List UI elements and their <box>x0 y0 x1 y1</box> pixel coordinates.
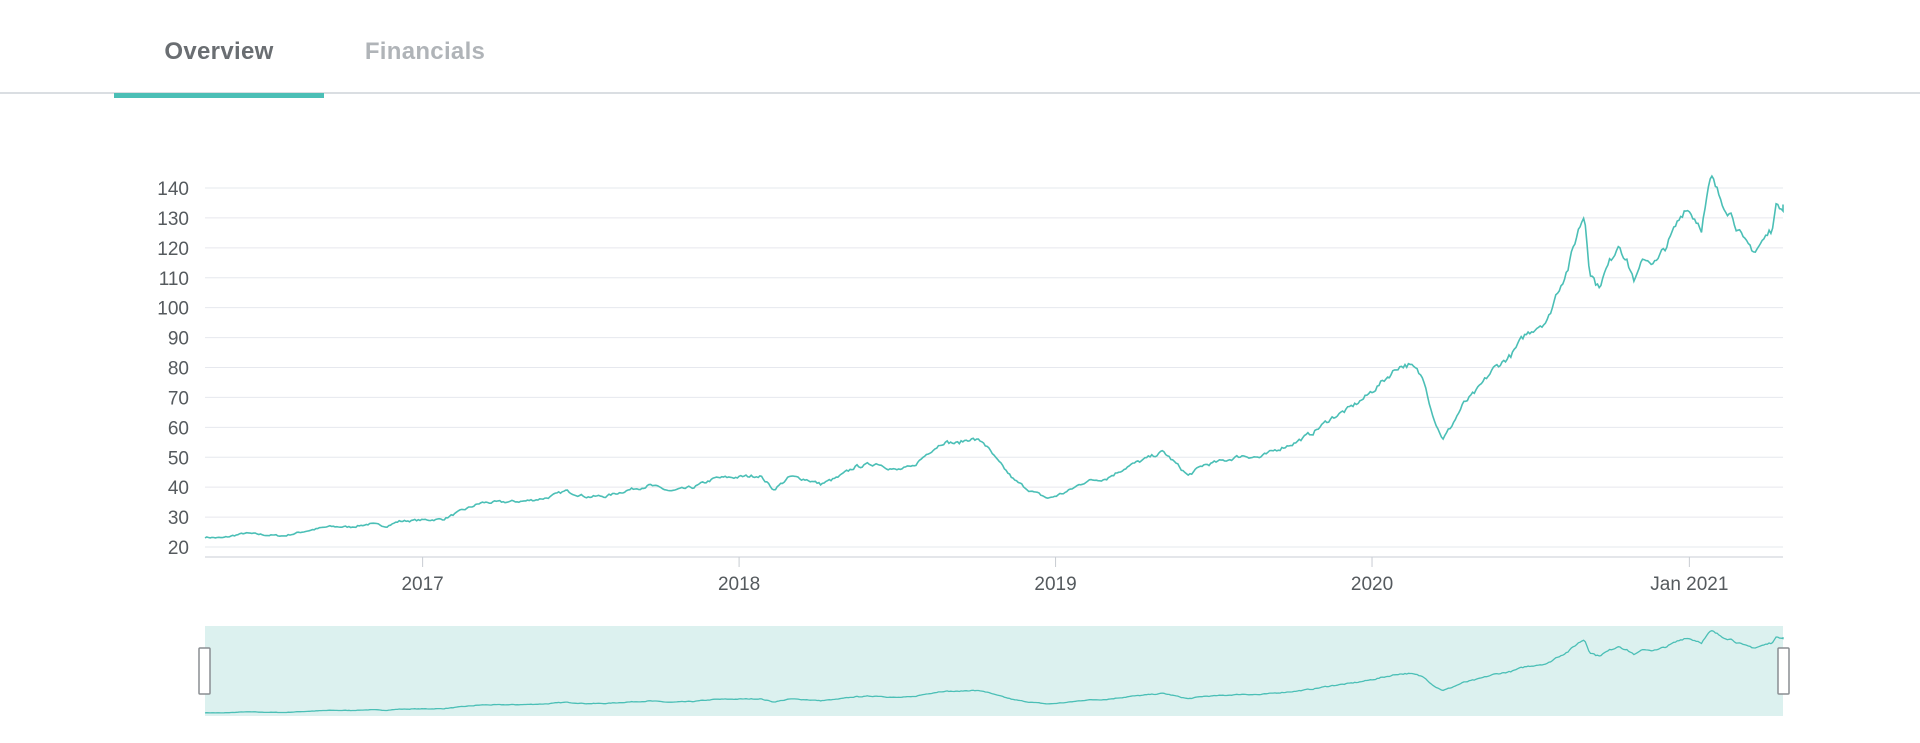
navigator-left-handle[interactable] <box>198 647 211 695</box>
y-tick-label: 130 <box>157 209 189 230</box>
chart-grid <box>205 187 1783 558</box>
y-tick-label: 120 <box>157 239 189 260</box>
tab-financials-label: Financials <box>364 38 486 65</box>
y-tick-label: 20 <box>168 538 189 559</box>
y-tick-label: 140 <box>157 179 189 200</box>
y-tick-label: 90 <box>168 329 189 350</box>
tab-overview-label: Overview <box>164 38 274 65</box>
y-tick-label: 60 <box>168 418 189 439</box>
tabs-bar: Overview Financials <box>0 0 1920 98</box>
tab-financials[interactable]: Financials <box>340 0 510 98</box>
tab-overview[interactable]: Overview <box>114 0 324 98</box>
x-tick-label: 2017 <box>401 574 443 595</box>
y-tick-label: 70 <box>168 388 189 409</box>
y-tick-label: 80 <box>168 359 189 380</box>
y-tick-label: 50 <box>168 448 189 469</box>
navigator-selection[interactable] <box>205 626 1783 716</box>
y-tick-label: 40 <box>168 478 189 499</box>
x-tick-label: 2019 <box>1034 574 1076 595</box>
x-axis: 2017 2018 2019 2020 Jan 2021 <box>401 557 1728 595</box>
y-tick-label: 110 <box>159 269 189 290</box>
price-series-line <box>204 174 1784 539</box>
y-tick-label: 100 <box>157 299 189 320</box>
navigator-series-line <box>204 630 1784 714</box>
x-tick-label: Jan 2021 <box>1650 574 1728 595</box>
y-tick-label: 30 <box>168 508 189 529</box>
navigator-right-handle[interactable] <box>1777 647 1790 695</box>
y-axis: 20 30 40 50 60 70 80 90 100 110 120 130 140 <box>157 179 189 559</box>
x-tick-label: 2020 <box>1351 574 1393 595</box>
x-tick-label: 2018 <box>718 574 760 595</box>
range-navigator[interactable] <box>198 626 1790 716</box>
